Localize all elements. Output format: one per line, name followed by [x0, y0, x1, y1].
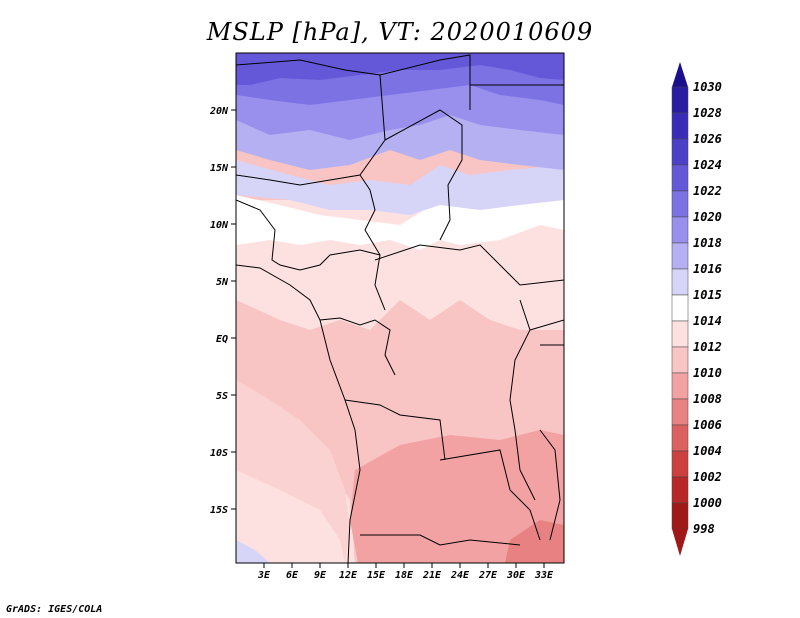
colorbar-label: 1014: [693, 314, 722, 328]
colorbar-cell: [671, 424, 689, 452]
lat-label: 5N: [216, 277, 229, 288]
lat-label: 15N: [210, 163, 229, 174]
border-algeria-niger-mali: [236, 59, 386, 186]
colorbar-cell: [671, 372, 689, 400]
border-namibia-botswana: [360, 534, 521, 546]
colorbar-label: 1024: [693, 158, 722, 172]
colorbar-label: 1026: [693, 132, 722, 146]
grads-credit: GrADS: IGES/COLA: [6, 604, 103, 615]
lat-label: 20N: [209, 106, 229, 117]
colorbar-cell: [671, 112, 689, 140]
lat-label: EQ: [216, 334, 228, 345]
lat-label: 5S: [216, 391, 228, 402]
field-1015: [236, 160, 564, 215]
colorbar-cell: [671, 164, 689, 192]
lon-label: 18E: [395, 570, 414, 581]
map-frame: [235, 52, 565, 564]
colorbar-cell: [671, 268, 689, 296]
colorbar-cell: [671, 346, 689, 374]
colorbar-label: 1004: [693, 444, 722, 458]
colorbar-bottom-arrow: [672, 529, 688, 556]
colorbar-cell: [671, 216, 689, 244]
colorbar-cell: [671, 86, 689, 114]
colorbar-label: 1015: [693, 288, 722, 302]
lon-label: 15E: [367, 570, 386, 581]
colorbar-cells: [671, 86, 689, 530]
colorbar-labels: 1030 1028 1026 1024 1022 1020 1018 1016 1015 1014…: [693, 80, 722, 536]
lat-label: 10S: [210, 448, 228, 459]
field-1015-sw: [236, 540, 270, 563]
colorbar-label: 1020: [693, 210, 722, 224]
colorbar-label: 1018: [693, 236, 722, 250]
colorbar-cell: [671, 242, 689, 270]
border-car: [374, 244, 564, 286]
map-title: MSLP [hPa], VT: 2020010609: [206, 18, 594, 46]
colorbar-label: 1016: [693, 262, 722, 276]
field-1022-east: [470, 53, 564, 80]
lon-label: 9E: [314, 570, 327, 581]
lat-labels: 20N 15N 10N 5N EQ 5S 10S 15S: [209, 106, 229, 516]
colorbar-label: 1028: [693, 106, 722, 120]
lon-label: 21E: [422, 570, 442, 581]
lon-label: 33E: [534, 570, 554, 581]
border-west-coast: [236, 199, 381, 271]
lon-label: 30E: [506, 570, 526, 581]
lon-label: 3E: [257, 570, 271, 581]
lon-label: 12E: [339, 570, 358, 581]
pressure-field: [236, 53, 564, 563]
border-zambia: [439, 449, 541, 541]
colorbar-cell: [671, 476, 689, 504]
coastline-lake-malawi: [539, 429, 561, 541]
colorbar-cell: [671, 320, 689, 348]
colorbar-label: 1012: [693, 340, 722, 354]
lon-label: 6E: [286, 570, 299, 581]
colorbar-top-arrow: [672, 62, 688, 87]
field-1012-coast: [236, 470, 345, 563]
colorbar-label: 1008: [693, 392, 722, 406]
coastline-gulf-angola: [236, 264, 361, 563]
colorbar-label: 1002: [693, 470, 722, 484]
colorbar-label: 1000: [693, 496, 722, 510]
lon-label: 27E: [478, 570, 498, 581]
colorbar-cell: [671, 450, 689, 478]
lat-label: 15S: [210, 505, 228, 516]
border-uganda: [529, 319, 564, 331]
colorbar-label: 1022: [693, 184, 722, 198]
lon-labels: 3E 6E 9E 12E 15E 18E 21E 24E 27E 30E 33E: [257, 570, 554, 581]
country-borders: [236, 54, 564, 563]
colorbar-cell: [671, 502, 689, 530]
border-libya: [379, 54, 471, 110]
colorbar-label: 1006: [693, 418, 722, 432]
field-1008: [350, 430, 564, 563]
border-gabon-congo: [319, 317, 396, 376]
colorbar-cell: [671, 190, 689, 218]
colorbar-cell: [671, 294, 689, 322]
colorbar-label: 1010: [693, 366, 722, 380]
colorbar-label: 1030: [693, 80, 722, 94]
border-drc-angola: [344, 399, 446, 461]
colorbar-label: 998: [693, 522, 715, 536]
lon-label: 24E: [450, 570, 470, 581]
border-chad: [384, 109, 463, 241]
lat-label: 10N: [210, 220, 229, 231]
colorbar-cell: [671, 138, 689, 166]
colorbar-cell: [671, 398, 689, 426]
border-nigeria-cameroon: [359, 174, 386, 311]
axis-ticks: [231, 109, 545, 568]
colorbar-legend: 1030 1028 1026 1024 1022 1020 1018 1016 1015 1014…: [671, 62, 722, 556]
field-1006: [505, 520, 564, 563]
